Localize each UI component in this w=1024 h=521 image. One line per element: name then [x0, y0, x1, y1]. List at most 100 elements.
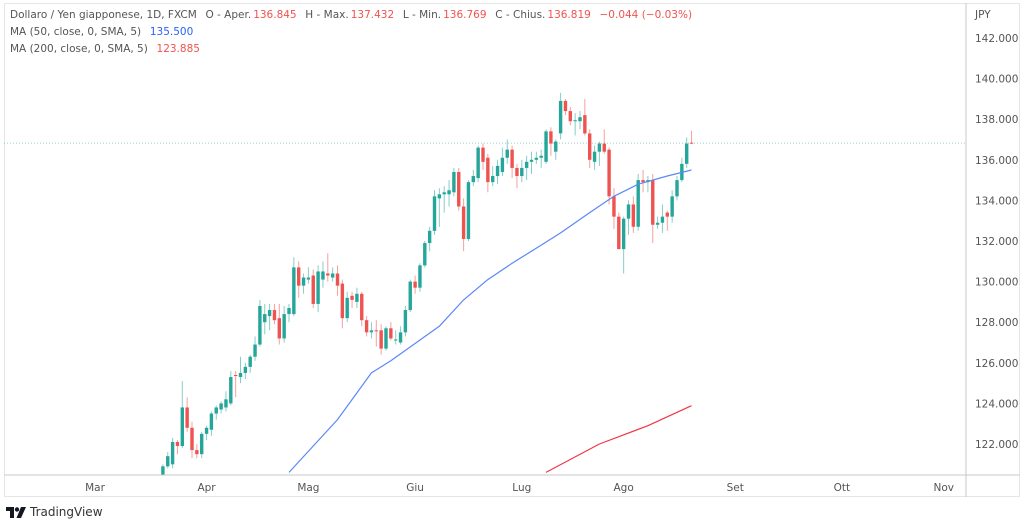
- candle-body: [578, 117, 582, 122]
- candle-up: [267, 303, 272, 331]
- candle-up: [263, 303, 267, 335]
- candle-body: [330, 273, 335, 278]
- candle-body: [272, 310, 277, 321]
- candle-up: [161, 464, 165, 475]
- candle-body: [675, 180, 679, 197]
- candle-down: [277, 303, 281, 345]
- candle-body: [350, 295, 354, 300]
- candle-body: [161, 466, 165, 475]
- price-axis[interactable]: 142.000 140.000 138.000 136.000 134.000 132.0…: [975, 33, 1018, 451]
- price-tick-label: 134.000: [975, 195, 1018, 207]
- candle-up: [427, 226, 432, 252]
- candle-up: [558, 92, 563, 140]
- candle-up: [452, 167, 456, 197]
- candle-body: [394, 339, 398, 341]
- candle-up: [495, 159, 500, 185]
- candle-up: [505, 139, 509, 164]
- candle-up: [369, 322, 374, 339]
- time-tick-label: Ago: [614, 482, 634, 494]
- candle-up: [258, 299, 262, 347]
- candle-body: [267, 310, 272, 317]
- candle-body: [374, 330, 378, 332]
- candle-body: [520, 167, 524, 177]
- candle-down: [340, 279, 345, 329]
- ma200-label: MA (200, close, 0, SMA, 5): [10, 43, 148, 55]
- candle-down: [389, 322, 393, 341]
- candle-body: [432, 196, 437, 231]
- candle-body: [481, 147, 485, 162]
- price-tick-label: 138.000: [975, 114, 1018, 126]
- candle-down: [612, 188, 616, 229]
- time-tick-label: Giu: [406, 482, 424, 494]
- candle-down: [510, 145, 514, 179]
- time-tick-label: Mag: [297, 482, 319, 494]
- candles: [161, 92, 694, 475]
- candle-down: [641, 169, 645, 193]
- candle-down: [486, 153, 490, 193]
- candle-body: [563, 100, 568, 112]
- candle-up: [408, 279, 412, 313]
- candle-body: [418, 265, 422, 288]
- tradingview-logo-icon: [6, 506, 26, 518]
- candle-body: [515, 167, 519, 177]
- candle-up: [529, 151, 534, 175]
- candle-up: [524, 155, 529, 181]
- ma200-line: [545, 405, 692, 473]
- candle-body: [243, 366, 248, 373]
- candle-body: [209, 413, 214, 430]
- candle-body: [558, 100, 563, 134]
- candle-down: [689, 130, 694, 145]
- close-label: C - Chius.: [495, 9, 546, 21]
- high-label: H - Max.: [305, 9, 349, 21]
- ma50-legend[interactable]: MA (50, close, 0, SMA, 5) 135.500: [10, 26, 195, 38]
- candle-down: [297, 261, 301, 298]
- candle-up: [626, 200, 631, 235]
- candle-body: [529, 159, 534, 162]
- ma200-value: 123.885: [156, 43, 200, 55]
- candle-up: [597, 141, 602, 166]
- candle-up: [423, 241, 427, 268]
- candle-body: [588, 133, 592, 160]
- candle-down: [335, 265, 340, 296]
- candle-body: [573, 120, 577, 122]
- candle-body: [437, 194, 442, 199]
- candle-body: [568, 111, 572, 122]
- candle-body: [355, 293, 359, 302]
- symbol-name[interactable]: Dollaro / Yen giapponese, 1D, FXCM: [10, 9, 197, 21]
- candle-up: [418, 263, 422, 292]
- candle-up: [500, 147, 505, 177]
- price-tick-label: 142.000: [975, 33, 1018, 45]
- tradingview-logo[interactable]: TradingView: [6, 505, 103, 519]
- candle-body: [665, 212, 669, 217]
- candle-up: [306, 267, 311, 284]
- time-tick-label: Lug: [512, 482, 531, 494]
- candle-down: [568, 107, 572, 126]
- price-tick-label: 124.000: [975, 398, 1018, 410]
- price-tick-label: 132.000: [975, 236, 1018, 248]
- candle-down: [602, 129, 606, 154]
- candle-body: [534, 157, 539, 160]
- candle-down: [413, 275, 417, 294]
- candle-up: [636, 174, 640, 231]
- candle-down: [583, 98, 587, 136]
- price-tick-label: 136.000: [975, 155, 1018, 167]
- ma200-legend[interactable]: MA (200, close, 0, SMA, 5) 123.885: [10, 43, 202, 55]
- candle-down: [549, 127, 553, 156]
- ma50-value: 135.500: [149, 26, 194, 38]
- candle-body: [461, 206, 466, 239]
- open-value: 136.845: [253, 9, 297, 21]
- candle-body: [384, 328, 388, 349]
- time-tick-label: Set: [727, 482, 744, 494]
- candle-body: [379, 330, 383, 349]
- candle-up: [685, 137, 689, 168]
- candle-body: [369, 330, 374, 333]
- candle-up: [491, 165, 495, 187]
- candle-body: [175, 441, 180, 447]
- candle-body: [670, 196, 674, 217]
- time-axis[interactable]: Mar Apr Mag Giu Lug Ago Set Ott Nov: [85, 482, 954, 494]
- candle-body: [685, 143, 689, 164]
- candle-body: [602, 143, 606, 152]
- candle-up: [466, 180, 471, 241]
- candle-body: [258, 305, 262, 345]
